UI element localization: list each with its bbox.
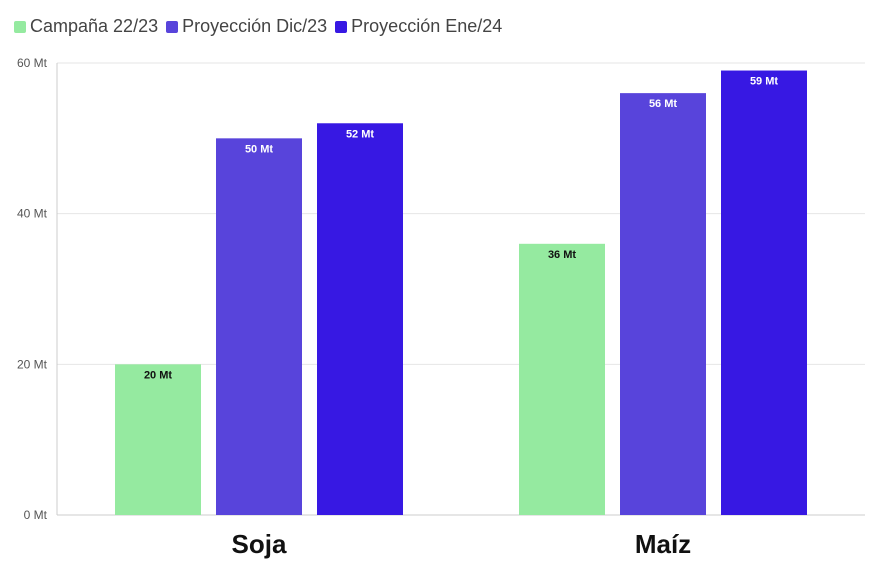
y-tick-label: 0 Mt — [24, 508, 48, 522]
bar-data-label: 36 Mt — [548, 249, 576, 261]
bar — [115, 364, 201, 515]
legend-swatch — [166, 20, 179, 33]
legend-item: Proyección Dic/23 — [166, 16, 327, 37]
bar — [216, 138, 302, 516]
bar — [519, 243, 605, 516]
x-category-label: Maíz — [635, 529, 691, 559]
legend-item: Campaña 22/23 — [14, 16, 158, 37]
legend-item: Proyección Ene/24 — [335, 16, 502, 37]
bar-data-label: 50 Mt — [245, 143, 273, 155]
bar-data-label: 56 Mt — [649, 98, 677, 110]
bar — [721, 70, 807, 516]
y-tick-label: 40 Mt — [17, 207, 48, 221]
bar-data-label: 59 Mt — [750, 76, 778, 88]
legend-swatch — [335, 20, 348, 33]
x-category-label: Soja — [232, 529, 287, 559]
bar — [317, 123, 403, 516]
y-tick-label: 20 Mt — [17, 357, 48, 371]
bar — [620, 93, 706, 515]
legend-label: Proyección Ene/24 — [351, 16, 503, 36]
bar-data-label: 52 Mt — [346, 128, 374, 140]
legend-label: Campaña 22/23 — [30, 16, 159, 36]
legend-label: Proyección Dic/23 — [182, 16, 328, 36]
legend: Campaña 22/23 Proyección Dic/23 Proyección… — [14, 16, 502, 37]
y-tick-label: 60 Mt — [17, 56, 48, 70]
bar-data-label: 20 Mt — [144, 369, 172, 381]
legend-swatch — [14, 20, 26, 33]
